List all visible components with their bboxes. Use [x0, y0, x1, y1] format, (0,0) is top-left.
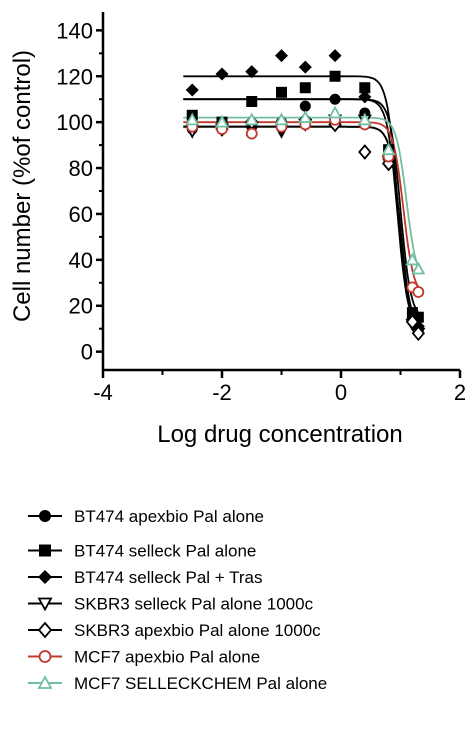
legend: BT474 apexbio Pal alone BT474 selleck Pal…	[28, 507, 327, 693]
data-point	[298, 110, 313, 123]
legend-label: SKBR3 apexbio Pal alone 1000c	[74, 621, 321, 640]
data-points	[185, 49, 426, 342]
y-tick-label: 140	[56, 18, 93, 43]
legend-label: BT474 apexbio Pal alone	[74, 507, 264, 526]
legend-marker	[37, 675, 53, 689]
data-point	[244, 112, 259, 126]
y-tick-label: 60	[69, 202, 93, 227]
data-point	[245, 65, 259, 79]
data-point	[329, 93, 341, 105]
data-point	[185, 83, 199, 97]
x-axis-title: Log drug concentration	[157, 421, 403, 448]
data-point	[328, 49, 342, 63]
legend-label: SKBR3 selleck Pal alone 1000c	[74, 595, 314, 614]
x-tick-label: -2	[212, 380, 232, 405]
legend-entry: BT474 selleck Pal + Tras	[28, 568, 263, 587]
data-point	[215, 67, 229, 81]
data-point	[358, 90, 372, 104]
axes: 0 20 40 60 80 100 120 140 -4 -2 0 2	[56, 12, 466, 405]
data-point	[214, 114, 230, 128]
legend-entry: BT474 selleck Pal alone	[28, 542, 256, 561]
legend-marker	[39, 510, 51, 522]
legend-marker	[37, 597, 53, 612]
y-tick-label: 40	[69, 248, 93, 273]
data-point	[299, 100, 311, 112]
data-point	[298, 60, 312, 74]
data-point	[328, 105, 343, 119]
fit-curves	[183, 75, 421, 329]
legend-label: MCF7 apexbio Pal alone	[74, 648, 260, 667]
legend-entry: SKBR3 apexbio Pal alone 1000c	[28, 621, 321, 640]
data-point	[405, 313, 420, 330]
y-tick-label: 0	[81, 340, 93, 365]
x-tick-label: -4	[93, 380, 113, 405]
legend-entry: MCF7 SELLECKCHEM Pal alone	[28, 674, 327, 693]
data-point	[359, 82, 371, 94]
legend-entry: SKBR3 selleck Pal alone 1000c	[28, 595, 314, 614]
data-point	[275, 49, 288, 63]
data-point	[274, 112, 289, 126]
y-axis-title: Cell number (%of control)	[9, 50, 36, 322]
y-tick-label: 120	[56, 64, 93, 89]
y-tick-label: 20	[69, 294, 93, 319]
data-point	[412, 286, 425, 298]
legend-marker	[39, 544, 51, 557]
legend-label: BT474 selleck Pal + Tras	[74, 568, 263, 587]
data-point	[185, 112, 200, 126]
data-point	[276, 86, 287, 98]
y-tick-label: 80	[69, 156, 93, 181]
data-point	[299, 82, 311, 94]
data-point	[357, 112, 372, 126]
legend-marker	[38, 570, 52, 584]
data-point	[245, 127, 258, 140]
x-tick-label: 0	[335, 380, 347, 405]
legend-marker	[37, 621, 53, 639]
legend-marker	[38, 650, 52, 663]
legend-label: BT474 selleck Pal alone	[74, 542, 256, 561]
legend-entry: BT474 apexbio Pal alone	[28, 507, 264, 526]
x-tick-label: 2	[454, 380, 466, 405]
data-point	[329, 70, 341, 82]
data-point	[411, 325, 426, 342]
data-point	[405, 252, 420, 266]
fit-curve-1	[183, 98, 421, 315]
fit-curve-6	[183, 116, 421, 271]
data-point	[411, 261, 426, 275]
data-point	[406, 307, 418, 319]
data-point	[246, 96, 258, 107]
y-tick-label: 100	[56, 110, 93, 135]
series-6	[185, 105, 426, 275]
data-point	[358, 144, 372, 160]
legend-entry: MCF7 apexbio Pal alone	[28, 648, 260, 667]
legend-label: MCF7 SELLECKCHEM Pal alone	[74, 674, 327, 693]
data-point	[381, 142, 396, 156]
data-point	[412, 311, 424, 323]
